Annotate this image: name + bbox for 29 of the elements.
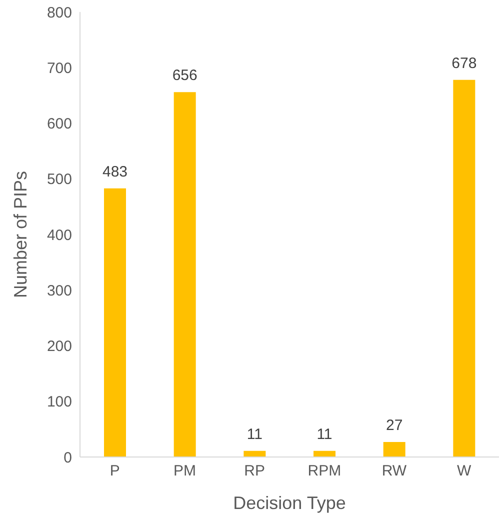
y-tick-label: 600 [46, 116, 72, 133]
y-tick-label: 300 [46, 282, 72, 300]
bar [104, 188, 126, 457]
bar [174, 92, 196, 457]
data-label: 483 [102, 163, 128, 180]
y-tick-label: 500 [46, 171, 72, 188]
x-axis-title: Decision Type [233, 493, 346, 513]
y-tick-label: 700 [46, 60, 72, 77]
bar [383, 442, 406, 457]
data-label: 27 [386, 416, 403, 434]
bar [244, 450, 266, 457]
y-tick-label: 200 [46, 338, 72, 356]
data-label: 11 [316, 426, 332, 443]
x-tick-label: RP [244, 462, 266, 480]
bar [453, 80, 476, 457]
y-tick-label: 0 [64, 449, 72, 466]
y-tick-label: 800 [46, 4, 72, 22]
y-axis-title: Number of PIPs [10, 170, 30, 298]
y-tick-label: 400 [46, 226, 72, 244]
x-tick-label: PM [174, 462, 196, 480]
data-label: 678 [452, 54, 477, 72]
bar [314, 450, 336, 457]
x-tick-label: P [110, 462, 120, 480]
x-tick-label: RW [382, 462, 408, 480]
data-label: 656 [172, 67, 198, 84]
x-tick-label: W [456, 462, 472, 480]
x-tick-label: RPM [308, 462, 342, 480]
y-tick-label: 100 [46, 394, 72, 411]
data-label: 11 [246, 426, 262, 443]
